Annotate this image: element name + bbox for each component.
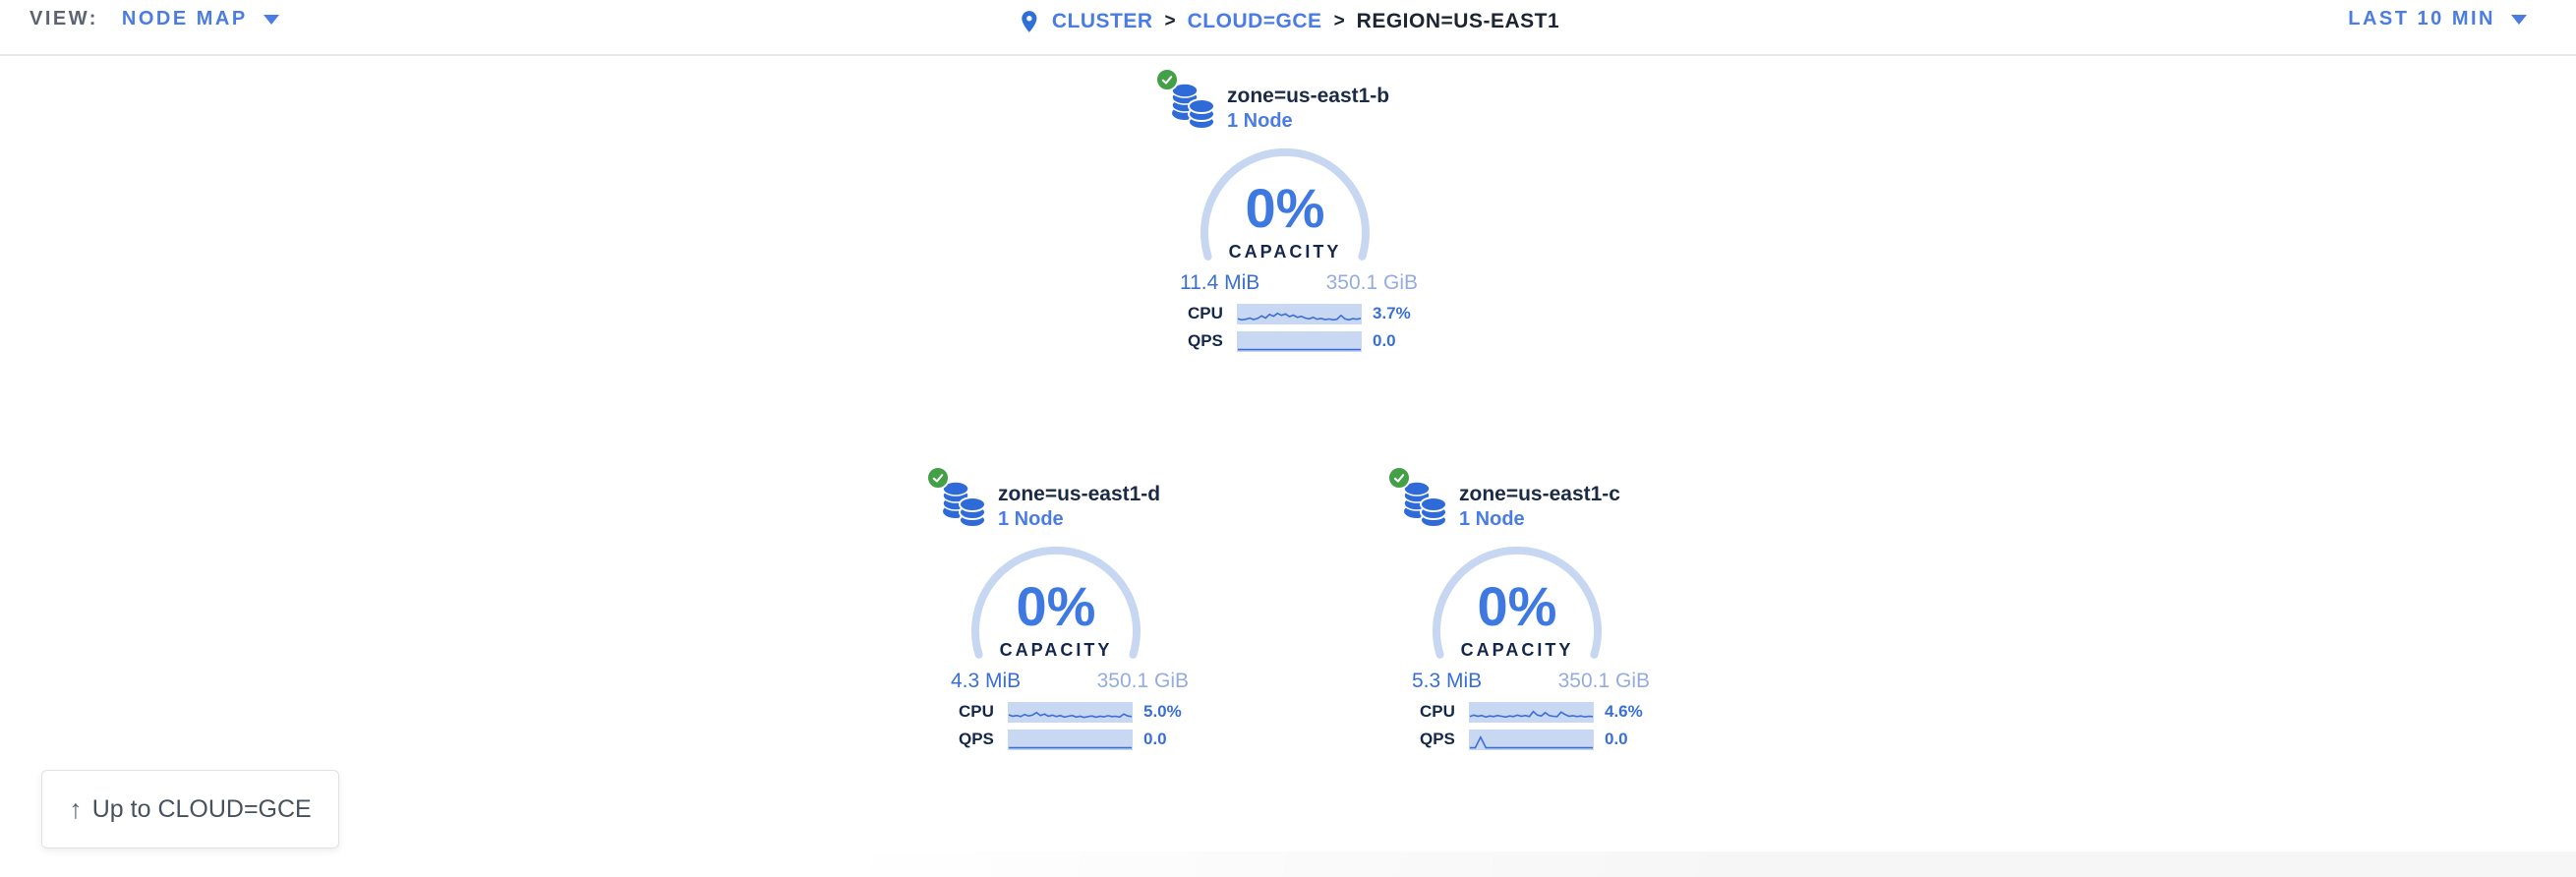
- capacity-used: 11.4 MiB: [1180, 271, 1260, 294]
- qps-value: 0.0: [1373, 331, 1396, 350]
- capacity-gauge: 0% CAPACITY: [963, 538, 1149, 725]
- qps-metric-row: QPS 0.0: [959, 729, 1191, 750]
- capacity-percent: 0%: [1245, 177, 1325, 239]
- capacity-label: CAPACITY: [1228, 242, 1342, 262]
- zone-card-us-east1-c[interactable]: zone=us-east1-c 1 Node 0% CAPACITY 5.3 M…: [1384, 459, 1652, 766]
- location-pin-icon: [1022, 11, 1037, 32]
- capacity-total: 350.1 GiB: [1557, 670, 1650, 692]
- zone-node-count[interactable]: 1 Node: [1459, 508, 1525, 530]
- topbar: VIEW: NODE MAP CLUSTER > CLOUD=GCE > REG…: [0, 0, 2576, 43]
- qps-label: QPS: [1188, 331, 1223, 350]
- capacity-gauge: 0% CAPACITY: [1192, 140, 1378, 326]
- qps-label: QPS: [1420, 730, 1455, 748]
- zone-name: zone=us-east1-d: [998, 483, 1161, 505]
- map-edge-shading: [511, 851, 2576, 877]
- capacity-stats: 5.3 MiB 350.1 GiB: [1412, 670, 1650, 693]
- healthy-check-icon: [926, 466, 950, 490]
- view-label: VIEW:: [29, 8, 98, 29]
- capacity-arc: [1200, 147, 1370, 261]
- database-stack-icon: [1171, 83, 1215, 130]
- qps-value: 0.0: [1605, 730, 1628, 748]
- cpu-label: CPU: [1420, 702, 1455, 721]
- zone-card-us-east1-d[interactable]: zone=us-east1-d 1 Node 0% CAPACITY 4.3 M…: [923, 459, 1191, 766]
- database-stack-icon: [1403, 481, 1447, 528]
- cpu-value: 4.6%: [1605, 702, 1643, 721]
- qps-label: QPS: [959, 730, 994, 748]
- database-stack-icon: [942, 481, 986, 528]
- breadcrumb-separator: >: [1164, 11, 1176, 31]
- qps-metric-row: QPS 0.0: [1420, 729, 1652, 750]
- cpu-label: CPU: [959, 702, 994, 721]
- qps-sparkline: [1469, 729, 1594, 750]
- cpu-sparkline: [1237, 303, 1362, 324]
- topbar-divider: [0, 54, 2576, 56]
- zone-name: zone=us-east1-c: [1459, 483, 1620, 505]
- capacity-total: 350.1 GiB: [1096, 670, 1189, 692]
- capacity-arc: [971, 546, 1141, 659]
- zone-node-count[interactable]: 1 Node: [1227, 110, 1293, 132]
- chevron-down-icon: [2511, 14, 2527, 25]
- chevron-down-icon: [263, 14, 279, 25]
- zone-node-count[interactable]: 1 Node: [998, 508, 1064, 530]
- view-value: NODE MAP: [121, 8, 248, 29]
- healthy-check-icon: [1155, 68, 1179, 91]
- capacity-gauge: 0% CAPACITY: [1424, 538, 1610, 725]
- cpu-value: 3.7%: [1373, 304, 1411, 322]
- breadcrumb-region-current: REGION=US-EAST1: [1356, 10, 1560, 32]
- cpu-value: 5.0%: [1143, 702, 1182, 721]
- cpu-metric-row: CPU 5.0%: [959, 701, 1191, 723]
- capacity-stats: 4.3 MiB 350.1 GiB: [951, 670, 1189, 693]
- qps-sparkline: [1008, 729, 1133, 750]
- capacity-label: CAPACITY: [999, 640, 1113, 660]
- zone-name: zone=us-east1-b: [1227, 85, 1390, 107]
- cpu-metric-row: CPU 4.6%: [1420, 701, 1652, 723]
- capacity-percent: 0%: [1477, 575, 1557, 637]
- capacity-percent: 0%: [1016, 575, 1096, 637]
- cpu-label: CPU: [1188, 304, 1223, 322]
- view-selector-dropdown[interactable]: VIEW: NODE MAP: [29, 8, 279, 30]
- qps-value: 0.0: [1143, 730, 1167, 748]
- zone-card-us-east1-b[interactable]: zone=us-east1-b 1 Node 0% CAPACITY 11.4 …: [1152, 61, 1420, 368]
- qps-metric-row: QPS 0.0: [1188, 330, 1420, 352]
- capacity-label: CAPACITY: [1460, 640, 1574, 660]
- time-range-selector[interactable]: LAST 10 MIN: [2348, 8, 2527, 30]
- capacity-stats: 11.4 MiB 350.1 GiB: [1180, 271, 1418, 295]
- breadcrumb: CLUSTER > CLOUD=GCE > REGION=US-EAST1: [1017, 6, 1559, 37]
- healthy-check-icon: [1387, 466, 1411, 490]
- time-range-value: LAST 10 MIN: [2348, 8, 2495, 29]
- breadcrumb-separator: >: [1333, 11, 1345, 31]
- up-arrow-icon: ↑: [69, 793, 83, 824]
- cpu-sparkline: [1469, 701, 1594, 723]
- up-to-cloud-gce-button[interactable]: ↑ Up to CLOUD=GCE: [41, 770, 339, 848]
- cpu-sparkline: [1008, 701, 1133, 723]
- up-button-label: Up to CLOUD=GCE: [91, 794, 312, 823]
- cpu-metric-row: CPU 3.7%: [1188, 303, 1420, 324]
- capacity-used: 4.3 MiB: [951, 670, 1022, 692]
- capacity-total: 350.1 GiB: [1325, 271, 1418, 294]
- breadcrumb-cluster[interactable]: CLUSTER: [1051, 10, 1153, 32]
- qps-sparkline: [1237, 330, 1362, 352]
- capacity-arc: [1433, 546, 1602, 659]
- capacity-used: 5.3 MiB: [1412, 670, 1483, 692]
- breadcrumb-cloud-gce[interactable]: CLOUD=GCE: [1187, 10, 1322, 32]
